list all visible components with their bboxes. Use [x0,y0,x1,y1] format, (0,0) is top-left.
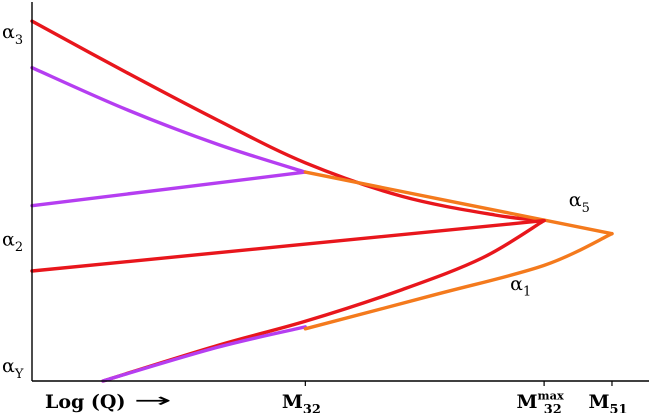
y-label-a2: α2 [2,228,23,255]
x-axis-arrow-icon: → [134,388,172,412]
y-label-a3: α3 [2,21,23,48]
axis-layer [31,2,649,386]
series-line-red-alpha2 [30,218,546,273]
series-line-purple-lower [30,170,307,208]
x-axis-title: Log (Q) [45,391,125,413]
series-line-red-alpha3 [30,19,546,223]
series-line-purple-upper [30,66,307,174]
curve-label-a5: α5 [569,189,590,216]
label-layer: α3 α2 αY α5 α1 M32 Mmax 32 M51 Log (Q) → [2,21,627,413]
series-line-orange-alpha1 [303,232,614,331]
x-tick-label-m32: M32 [282,391,321,413]
series-line-orange-alpha5 [303,170,614,236]
series-line-red-alphaY [101,218,546,383]
curve-label-a1: α1 [510,273,531,300]
series-line-purple-alphaY [101,325,307,383]
y-label-aY: αY [2,355,24,382]
series-layer [30,19,614,383]
x-tick-label-m51: M51 [588,391,627,413]
x-tick-label-m32max: Mmax 32 [516,388,563,413]
